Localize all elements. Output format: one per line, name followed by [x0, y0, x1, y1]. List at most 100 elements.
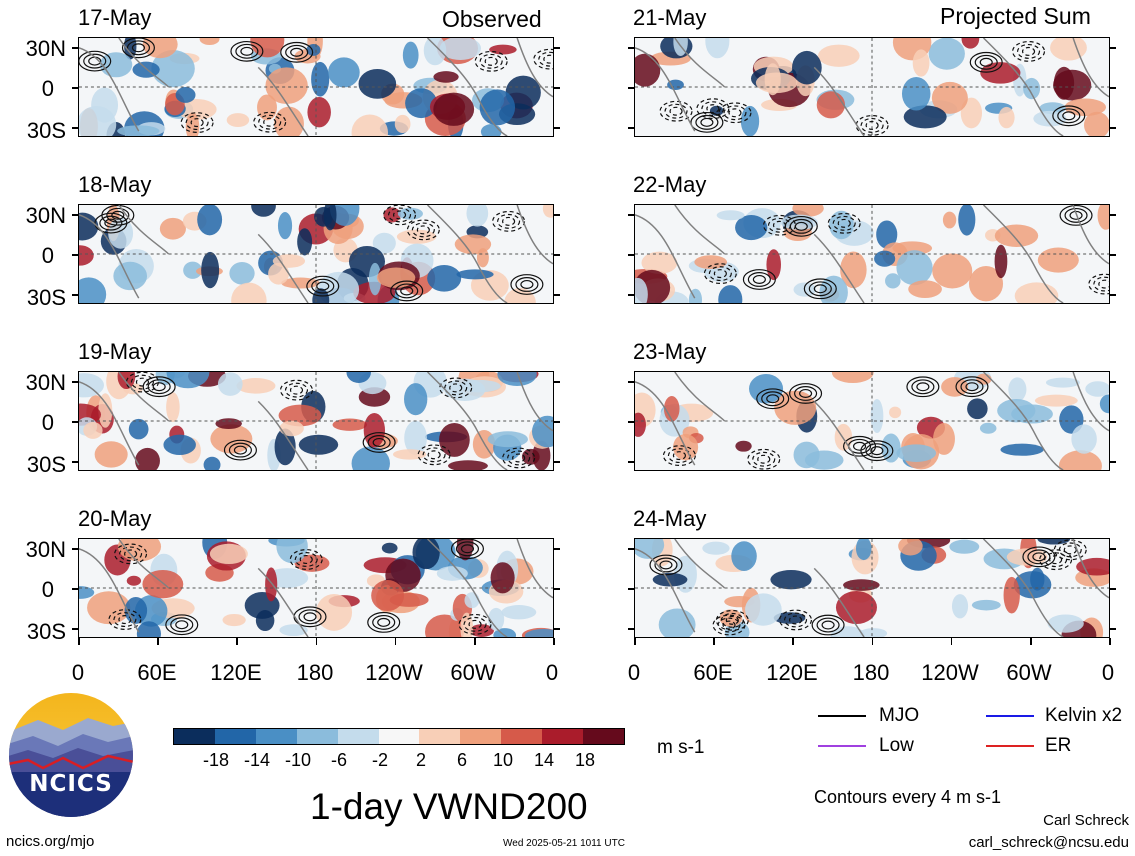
- axis-tick: [553, 638, 555, 645]
- lon-label: 0: [1101, 660, 1115, 685]
- axis-tick: [72, 294, 78, 296]
- axis-tick: [713, 638, 715, 645]
- legend-line-er: [986, 745, 1034, 747]
- axis-tick: [1110, 127, 1116, 129]
- axis-tick: [554, 628, 560, 630]
- lat-label-eq: 0: [41, 76, 54, 101]
- axis-tick: [394, 638, 397, 645]
- colorbar-tick-label: -2: [371, 750, 388, 770]
- map-panel: [634, 204, 1110, 304]
- axis-tick: [315, 638, 318, 645]
- lat-label-30s: 30S: [26, 285, 66, 310]
- date-label: 21-May: [633, 5, 707, 30]
- colorbar-swatch: [542, 729, 584, 744]
- axis-tick: [628, 254, 634, 256]
- axis-tick: [78, 638, 80, 645]
- axis-tick: [72, 461, 78, 463]
- map-panel: [78, 37, 554, 137]
- axis-tick: [1109, 638, 1111, 645]
- colorbar: [173, 728, 625, 745]
- axis-tick: [72, 381, 78, 383]
- units-label: m s-1: [657, 737, 705, 758]
- footer-url[interactable]: ncics.org/mjo: [6, 833, 95, 850]
- colorbar-swatch: [501, 729, 543, 744]
- colorbar-swatch: [255, 729, 297, 744]
- colorbar-tick-label: -14: [243, 750, 270, 770]
- axis-tick: [628, 381, 634, 383]
- lat-label-30s: 30S: [26, 452, 66, 477]
- axis-tick: [1110, 294, 1116, 296]
- axis-tick: [554, 214, 560, 216]
- observed-title: Observed: [442, 6, 542, 32]
- date-label: 17-May: [78, 5, 152, 30]
- axis-tick: [72, 214, 78, 216]
- legend-line-kelvin: [986, 715, 1034, 717]
- axis-tick: [1110, 87, 1116, 89]
- colorbar-tick-label: -6: [330, 750, 347, 770]
- lon-label: 180: [296, 660, 334, 685]
- axis-tick: [628, 294, 634, 296]
- axis-tick: [554, 47, 560, 49]
- lon-label: 120E: [210, 660, 262, 685]
- lon-label: 60E: [137, 660, 177, 685]
- legend-label-er: ER: [1045, 735, 1072, 756]
- footer-email[interactable]: carl_schreck@ncsu.edu: [968, 834, 1129, 851]
- axis-tick: [157, 638, 159, 645]
- colorbar-tick-label: 14: [533, 750, 555, 770]
- lat-label-30s: 30S: [26, 619, 66, 644]
- lon-label: 60W: [450, 660, 496, 685]
- lon-label: 0: [71, 660, 85, 685]
- axis-tick: [72, 87, 78, 89]
- date-label: 18-May: [78, 172, 152, 197]
- lat-label-eq: 0: [41, 410, 54, 435]
- axis-tick: [72, 127, 78, 129]
- axis-tick: [628, 461, 634, 463]
- axis-tick: [554, 127, 560, 129]
- lat-label-eq: 0: [41, 243, 54, 268]
- axis-tick: [554, 381, 560, 383]
- contours-note: Contours every 4 m s-1: [814, 787, 1002, 807]
- footer-timestamp: Wed 2025-05-21 1011 UTC: [503, 838, 625, 849]
- footer-author: Carl Schreck: [1043, 812, 1129, 829]
- lon-label: 60E: [693, 660, 733, 685]
- colorbar-tick-label: 2: [415, 750, 426, 770]
- colorbar-swatch: [174, 729, 215, 744]
- colorbar-tick-label: -10: [284, 750, 311, 770]
- axis-tick: [628, 421, 634, 423]
- colorbar-swatch: [460, 729, 502, 744]
- colorbar-swatch: [419, 729, 461, 744]
- date-label: 19-May: [78, 339, 152, 364]
- legend-label-mjo: MJO: [879, 705, 920, 726]
- map-panel: [78, 371, 554, 471]
- axis-tick: [1110, 47, 1116, 49]
- colorbar-swatch: [214, 729, 256, 744]
- lon-label: 0: [627, 660, 641, 685]
- legend-line-low: [818, 745, 866, 747]
- lat-label-eq: 0: [41, 577, 54, 602]
- axis-tick: [871, 638, 874, 645]
- colorbar-tick-label: 18: [574, 750, 596, 770]
- axis-tick: [554, 461, 560, 463]
- axis-tick: [236, 638, 238, 645]
- date-label: 23-May: [633, 339, 707, 364]
- projected-sum-title: Projected Sum: [940, 3, 1091, 29]
- axis-tick: [628, 214, 634, 216]
- axis-tick: [628, 588, 634, 590]
- axis-tick: [554, 87, 560, 89]
- axis-tick: [1110, 548, 1116, 550]
- lon-label: 180: [852, 660, 890, 685]
- axis-tick: [1110, 254, 1116, 256]
- map-panel: [78, 204, 554, 304]
- axis-tick: [554, 294, 560, 296]
- date-label: 24-May: [633, 506, 707, 531]
- lon-label: 120E: [766, 660, 818, 685]
- axis-tick: [72, 421, 78, 423]
- colorbar-swatch: [337, 729, 379, 744]
- lon-label: 60W: [1006, 660, 1052, 685]
- colorbar-tick-label: 10: [492, 750, 514, 770]
- lat-label-30s: 30S: [26, 118, 66, 143]
- lat-label-30n: 30N: [25, 370, 66, 395]
- axis-tick: [72, 588, 78, 590]
- legend-label-low: Low: [879, 735, 914, 756]
- map-panel: [634, 371, 1110, 471]
